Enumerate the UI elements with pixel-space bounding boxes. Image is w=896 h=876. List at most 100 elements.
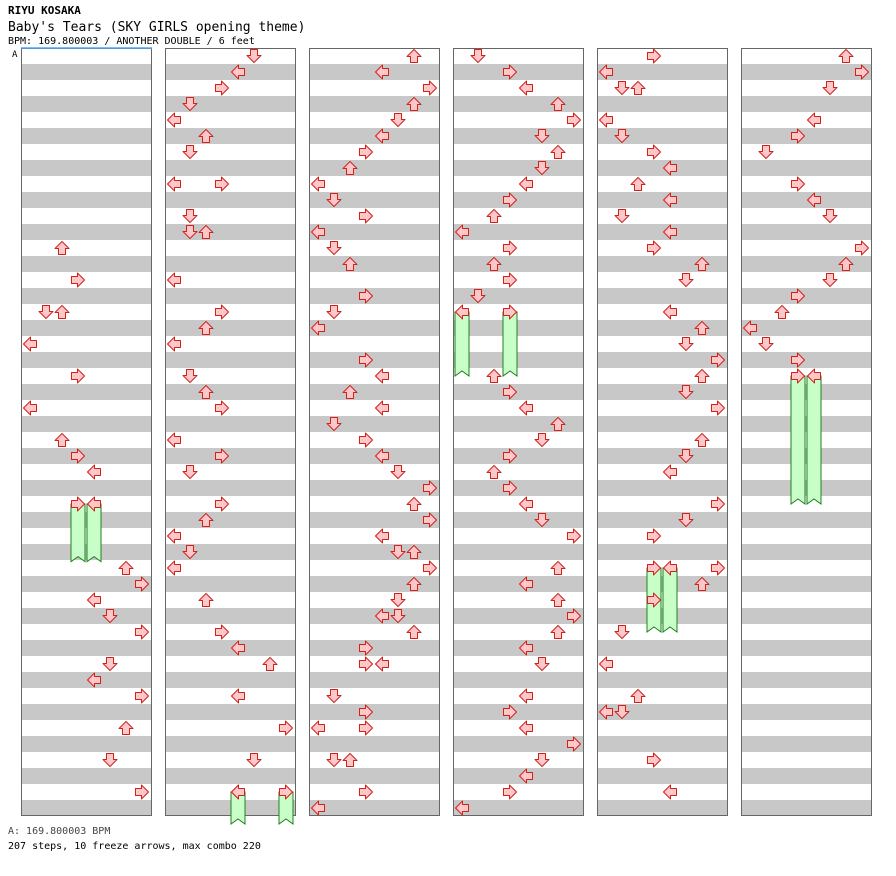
arrow-note-up [630,689,646,703]
measure-stripe [21,64,152,80]
arrow-note-right [423,480,437,496]
measure-stripe [453,256,584,272]
measure-stripe [453,480,584,496]
arrow-note-up [486,369,502,383]
arrow-note-right [503,272,517,288]
measure-stripe [597,224,728,240]
measure-stripe [597,288,728,304]
arrow-note-left [375,656,389,672]
chart-column-4 [453,48,584,816]
measure-stripe [21,96,152,112]
arrow-note-down [326,689,342,703]
arrow-note-right [359,352,373,368]
arrow-note-right [215,448,229,464]
arrow-note-down [38,305,54,319]
arrow-note-left [311,320,325,336]
arrow-note-down [326,753,342,767]
arrow-note-right [423,560,437,576]
measure-stripe [597,640,728,656]
measure-stripe [597,768,728,784]
arrow-note-left [375,64,389,80]
freeze-arrow-body [662,567,678,633]
arrow-note-up [262,657,278,671]
arrow-note-left [231,640,245,656]
measure-stripe [165,64,296,80]
measure-stripe [165,576,296,592]
arrow-note-down [678,385,694,399]
measure-stripe [597,480,728,496]
measure-stripe [453,288,584,304]
chart-column-1 [21,48,152,816]
song-title: Baby's Tears (SKY GIRLS opening theme) [8,20,306,35]
measure-stripe [21,480,152,496]
freeze-head-left [231,784,245,800]
arrow-note-right [503,64,517,80]
arrow-note-down [326,417,342,431]
measure-stripe [453,544,584,560]
measure-stripe [21,320,152,336]
measure-stripe [597,672,728,688]
arrow-note-left [167,336,181,352]
arrow-note-right [359,704,373,720]
arrow-note-left [167,112,181,128]
measure-stripe [165,544,296,560]
measure-stripe [21,192,152,208]
measure-stripe [309,288,440,304]
arrow-note-down [182,97,198,111]
arrow-note-left [519,576,533,592]
measure-stripe [21,576,152,592]
measure-stripe [309,704,440,720]
arrow-note-up [54,305,70,319]
chart-column-2 [165,48,296,816]
measure-stripe [165,768,296,784]
arrow-note-down [822,81,838,95]
arrow-note-left [311,224,325,240]
measure-stripe [165,640,296,656]
arrow-note-down [390,545,406,559]
measure-stripe [309,256,440,272]
arrow-note-right [215,624,229,640]
arrow-note-right [791,176,805,192]
column-border [741,48,872,816]
measure-stripe [21,352,152,368]
arrow-note-up [550,145,566,159]
arrow-note-down [182,369,198,383]
arrow-note-left [519,720,533,736]
arrow-note-left [311,176,325,192]
arrow-note-up [486,465,502,479]
arrow-note-left [167,528,181,544]
measure-stripe [597,448,728,464]
arrow-note-up [198,225,214,239]
arrow-note-down [534,657,550,671]
arrow-note-left [599,656,613,672]
measure-stripe [597,160,728,176]
arrow-note-right [711,400,725,416]
arrow-note-right [279,720,293,736]
measure-stripe [597,416,728,432]
freeze-arrow-body [454,311,470,377]
arrow-note-down [182,545,198,559]
arrow-note-up [550,417,566,431]
measure-stripe [453,96,584,112]
arrow-note-left [519,688,533,704]
arrow-note-down [614,81,630,95]
measure-stripe [165,736,296,752]
freeze-head-left [455,304,469,320]
measure-stripe [309,320,440,336]
column-border [309,48,440,816]
chart-column-6 [741,48,872,816]
arrow-note-down [614,209,630,223]
arrow-note-right [359,432,373,448]
step-chart: A [12,47,872,825]
measure-stripe [453,128,584,144]
arrow-note-right [135,784,149,800]
measure-stripe [741,608,872,624]
arrow-note-left [663,304,677,320]
arrow-note-down [182,145,198,159]
freeze-head-right [503,304,517,320]
arrow-note-right [215,176,229,192]
measure-stripe [453,448,584,464]
arrow-note-up [694,577,710,591]
arrow-note-up [486,209,502,223]
arrow-note-up [406,497,422,511]
